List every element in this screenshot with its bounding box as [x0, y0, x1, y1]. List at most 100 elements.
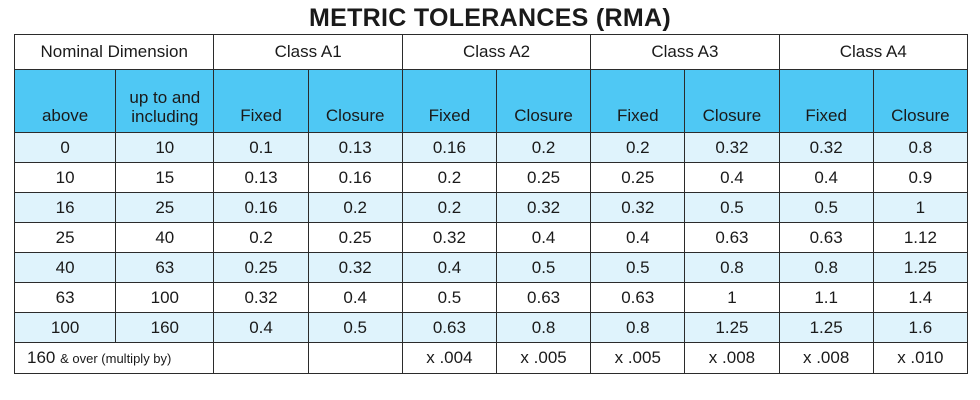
table-cell: 1.1 [778, 282, 874, 313]
table-cell: 10 [115, 132, 215, 163]
a2-fixed-header: Fixed [401, 69, 497, 133]
table-cell: 1.12 [872, 222, 969, 253]
a4-closure-header: Closure [872, 69, 969, 133]
table-cell: 0.9 [872, 162, 969, 193]
table-cell: 0.4 [307, 282, 403, 313]
tolerance-table: Nominal Dimension Class A1 Class A2 Clas… [13, 34, 969, 374]
up-to-line1: up to and [129, 88, 201, 107]
table-row: 100 160 0.4 0.5 0.63 0.8 0.8 1.25 1.25 1.6 [13, 312, 969, 343]
table-cell: 0.5 [778, 192, 874, 223]
table-cell: 0.63 [590, 282, 686, 313]
table-cell: 0.4 [213, 312, 309, 343]
table-cell: 0.4 [590, 222, 686, 253]
table-cell: 1.25 [778, 312, 874, 343]
group-header-row: Nominal Dimension Class A1 Class A2 Clas… [13, 34, 969, 70]
footer-cell: x .005 [495, 342, 592, 374]
table-cell: 0.13 [307, 132, 403, 163]
table-cell: 0.4 [401, 252, 497, 283]
table-row: 25 40 0.2 0.25 0.32 0.4 0.4 0.63 0.63 1.12 [13, 222, 969, 253]
table-cell: 0.32 [778, 132, 874, 163]
class-a1-header: Class A1 [213, 34, 403, 70]
class-a2-header: Class A2 [401, 34, 592, 70]
table-cell: 0.2 [401, 162, 497, 193]
table-cell: 0.8 [778, 252, 874, 283]
table-cell: 16 [13, 192, 117, 223]
table-cell: 0.2 [307, 192, 403, 223]
table-cell: 25 [13, 222, 117, 253]
table-cell: 40 [13, 252, 117, 283]
table-cell: 1 [684, 282, 780, 313]
table-cell: 100 [13, 312, 117, 343]
table-cell: 10 [13, 162, 117, 193]
table-cell: 0.8 [590, 312, 686, 343]
above-header: above [13, 69, 117, 133]
table-cell: 100 [115, 282, 215, 313]
footer-row: 160 & over (multiply by) x .004 x .005 x… [13, 342, 969, 374]
up-to-line2: including [131, 107, 199, 126]
table-cell: 0.16 [213, 192, 309, 223]
table-cell: 40 [115, 222, 215, 253]
table-cell: 0.63 [401, 312, 497, 343]
footer-cell: x .008 [778, 342, 874, 374]
table-cell: 0.2 [213, 222, 309, 253]
nominal-dimension-header: Nominal Dimension [13, 34, 215, 70]
table-row: 0 10 0.1 0.13 0.16 0.2 0.2 0.32 0.32 0.8 [13, 132, 969, 163]
table-cell: 0.32 [495, 192, 592, 223]
footer-label-main: 160 [27, 348, 56, 367]
table-cell: 0.32 [684, 132, 780, 163]
table-cell: 0.32 [307, 252, 403, 283]
a2-closure-header: Closure [495, 69, 592, 133]
a4-fixed-header: Fixed [778, 69, 874, 133]
table-cell: 0.16 [307, 162, 403, 193]
table-row: 40 63 0.25 0.32 0.4 0.5 0.5 0.8 0.8 1.25 [13, 252, 969, 283]
table-cell: 0.5 [401, 282, 497, 313]
table-cell: 0.5 [307, 312, 403, 343]
page-title: METRIC TOLERANCES (RMA) [309, 4, 671, 32]
table-cell: 25 [115, 192, 215, 223]
footer-cell: x .010 [872, 342, 969, 374]
table-cell: 0.4 [684, 162, 780, 193]
table-cell: 0.32 [401, 222, 497, 253]
table-cell: 0.63 [778, 222, 874, 253]
table-cell: 0.63 [495, 282, 592, 313]
table-cell: 0.4 [778, 162, 874, 193]
table-cell: 0.16 [401, 132, 497, 163]
table-cell: 0.8 [495, 312, 592, 343]
table-cell: 0.32 [213, 282, 309, 313]
table-cell: 0.1 [213, 132, 309, 163]
table-cell: 0.32 [590, 192, 686, 223]
table-cell: 15 [115, 162, 215, 193]
table-cell: 0.8 [684, 252, 780, 283]
table-cell: 0.25 [495, 162, 592, 193]
a3-fixed-header: Fixed [590, 69, 686, 133]
table-cell: 0.5 [684, 192, 780, 223]
table-cell: 0.2 [590, 132, 686, 163]
table-cell: 1.4 [872, 282, 969, 313]
table-cell: 1.25 [872, 252, 969, 283]
footer-cell [307, 342, 403, 374]
table-cell: 0.13 [213, 162, 309, 193]
table-cell: 0.4 [495, 222, 592, 253]
table-cell: 1 [872, 192, 969, 223]
footer-cell: x .004 [401, 342, 497, 374]
footer-cell [213, 342, 309, 374]
table-cell: 0.8 [872, 132, 969, 163]
table-cell: 160 [115, 312, 215, 343]
a1-closure-header: Closure [307, 69, 403, 133]
table-cell: 0.2 [401, 192, 497, 223]
table-cell: 0.2 [495, 132, 592, 163]
table-cell: 0.5 [590, 252, 686, 283]
a1-fixed-header: Fixed [213, 69, 309, 133]
table-row: 10 15 0.13 0.16 0.2 0.25 0.25 0.4 0.4 0.9 [13, 162, 969, 193]
table-cell: 0.5 [495, 252, 592, 283]
class-a3-header: Class A3 [590, 34, 780, 70]
table-cell: 0 [13, 132, 117, 163]
footer-label-note: & over (multiply by) [60, 351, 172, 366]
table-cell: 0.25 [307, 222, 403, 253]
table-cell: 1.25 [684, 312, 780, 343]
table-cell: 1.6 [872, 312, 969, 343]
table-cell: 0.25 [590, 162, 686, 193]
a3-closure-header: Closure [684, 69, 780, 133]
table-cell: 63 [13, 282, 117, 313]
table-cell: 0.63 [684, 222, 780, 253]
